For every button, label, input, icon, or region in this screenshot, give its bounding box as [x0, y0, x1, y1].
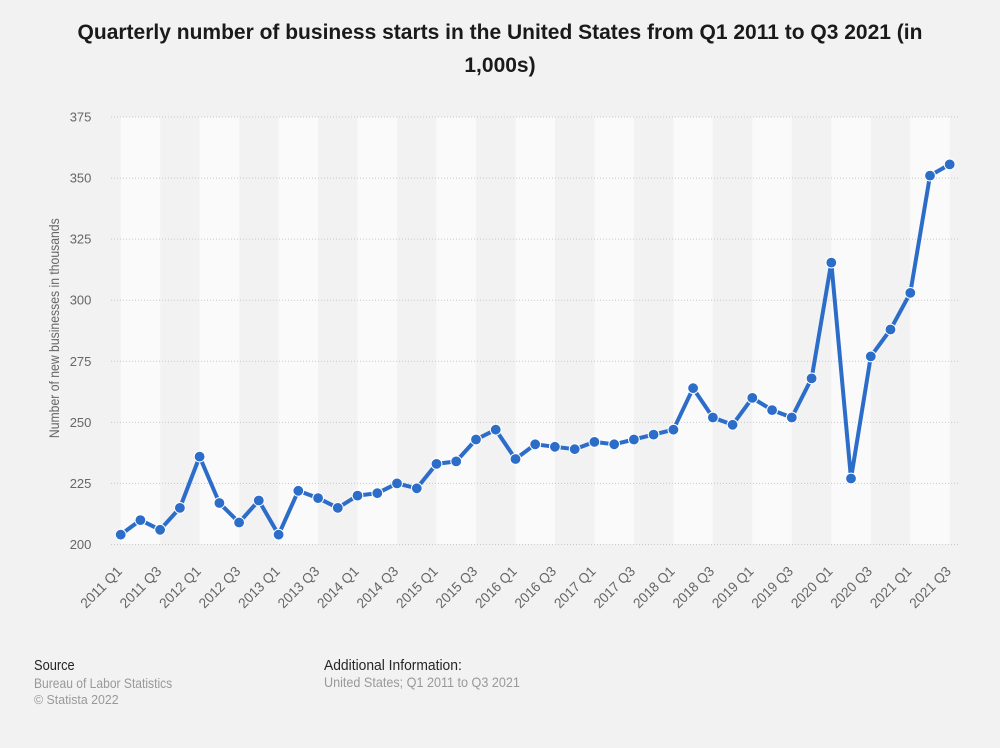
svg-text:2015 Q1: 2015 Q1: [393, 563, 441, 611]
svg-text:2012 Q3: 2012 Q3: [195, 563, 243, 611]
svg-text:300: 300: [70, 293, 92, 308]
svg-text:250: 250: [70, 415, 92, 430]
svg-text:2014 Q3: 2014 Q3: [353, 563, 401, 611]
svg-text:2016 Q3: 2016 Q3: [511, 563, 559, 611]
svg-text:2018 Q1: 2018 Q1: [630, 563, 678, 611]
svg-text:2015 Q3: 2015 Q3: [432, 563, 480, 611]
svg-text:325: 325: [70, 232, 92, 247]
svg-text:2013 Q3: 2013 Q3: [274, 563, 322, 611]
svg-text:2019 Q1: 2019 Q1: [709, 563, 757, 611]
svg-text:2021 Q3: 2021 Q3: [906, 563, 954, 611]
svg-text:200: 200: [70, 537, 92, 552]
svg-text:225: 225: [70, 476, 92, 491]
svg-text:2014 Q1: 2014 Q1: [314, 563, 362, 611]
svg-text:2017 Q1: 2017 Q1: [551, 563, 599, 611]
svg-text:350: 350: [70, 171, 92, 186]
svg-text:2011 Q1: 2011 Q1: [77, 563, 125, 611]
svg-text:2019 Q3: 2019 Q3: [748, 563, 796, 611]
svg-text:375: 375: [70, 110, 92, 125]
svg-text:2020 Q1: 2020 Q1: [788, 563, 836, 611]
svg-text:2012 Q1: 2012 Q1: [156, 563, 204, 611]
svg-text:2021 Q1: 2021 Q1: [867, 563, 915, 611]
svg-text:2011 Q3: 2011 Q3: [116, 563, 164, 611]
svg-text:2016 Q1: 2016 Q1: [472, 563, 520, 611]
svg-text:2013 Q1: 2013 Q1: [235, 563, 283, 611]
svg-text:2018 Q3: 2018 Q3: [669, 563, 717, 611]
svg-text:275: 275: [70, 354, 92, 369]
svg-text:2017 Q3: 2017 Q3: [590, 563, 638, 611]
svg-text:2020 Q3: 2020 Q3: [827, 563, 875, 611]
svg-text:Number of new businesses in th: Number of new businesses in thousands: [46, 218, 62, 438]
